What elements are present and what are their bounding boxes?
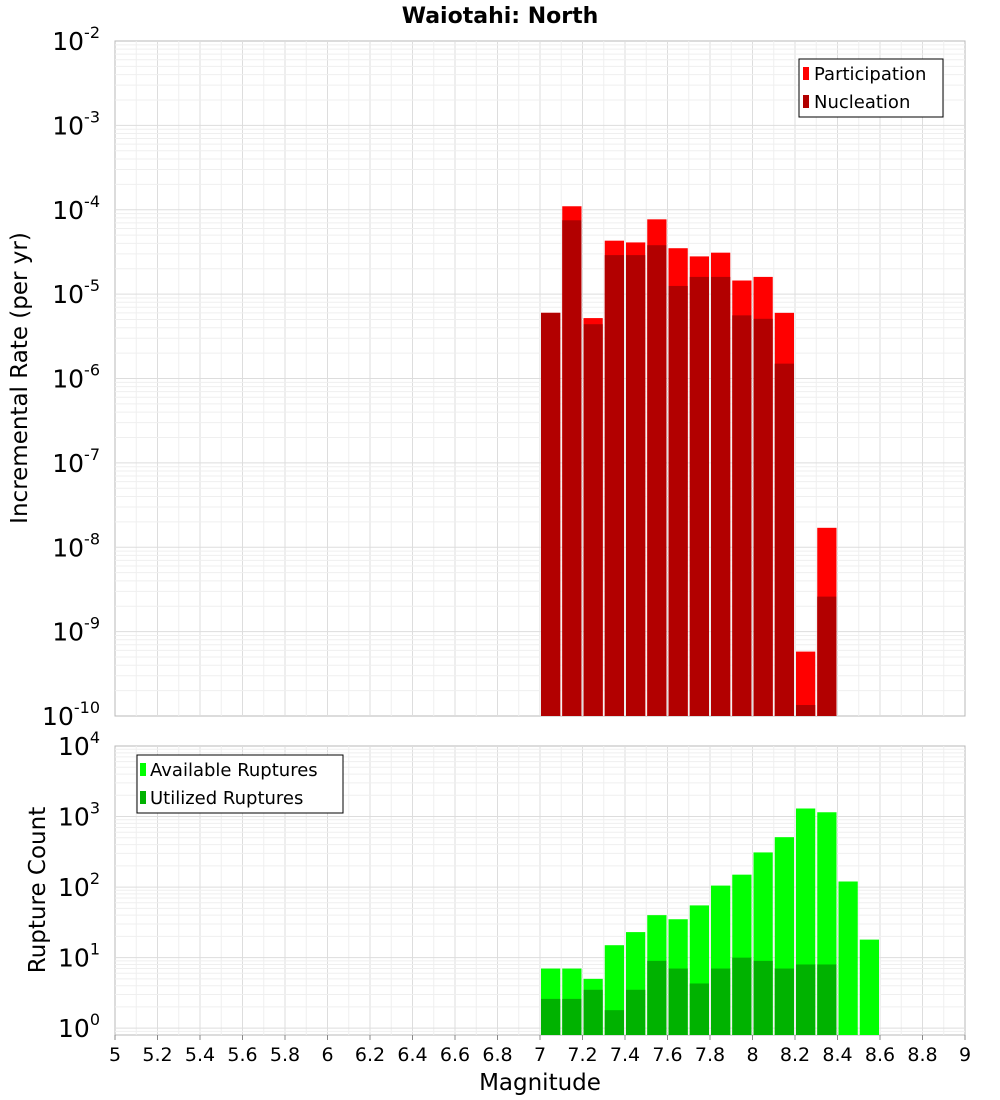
x-tick-label: 7.6 (652, 1044, 682, 1066)
rate-legend: Participation Nucleation (798, 58, 944, 118)
x-tick-label: 6.8 (482, 1044, 512, 1066)
x-tick-label: 6.2 (355, 1044, 385, 1066)
rate-y-tick-label: 10-5 (52, 276, 100, 309)
x-tick-label: 7.8 (695, 1044, 725, 1066)
legend-label-participation: Participation (814, 64, 926, 85)
x-tick-label: 9 (959, 1044, 971, 1066)
rate-y-tick-label: 10-10 (42, 698, 100, 731)
x-tick-label: 5.4 (185, 1044, 215, 1066)
x-tick-label: 5.6 (227, 1044, 257, 1066)
nucleation-bar (796, 705, 816, 716)
nucleation-bar (732, 315, 752, 716)
rate-gridlines (115, 41, 965, 716)
x-tick-label: 6 (321, 1044, 333, 1066)
nucleation-bar (774, 363, 794, 716)
utilized-ruptures-bar (732, 957, 752, 1035)
rate-panel: 10-10 10-9 10-8 10-7 10-6 10-5 10-4 10-3 10-2 In… (7, 23, 966, 731)
count-y-axis-label: Rupture Count (25, 807, 51, 973)
x-tick-label: 5 (109, 1044, 121, 1066)
x-tick-label: 8 (746, 1044, 758, 1066)
x-tick-label: 6.6 (440, 1044, 470, 1066)
x-tick-label: 7 (534, 1044, 546, 1066)
rate-y-tick-label: 10-4 (52, 192, 100, 225)
x-tick-label: 7.2 (567, 1044, 597, 1066)
count-legend: Available Ruptures Utilized Ruptures (136, 754, 344, 814)
x-axis-label: Magnitude (479, 1070, 601, 1096)
rate-y-tick-label: 10-3 (52, 107, 100, 140)
legend-swatch-nucleation (803, 95, 809, 108)
utilized-ruptures-bar (774, 968, 794, 1035)
utilized-ruptures-bar (753, 960, 773, 1035)
available-ruptures-bar (859, 939, 879, 1035)
rate-y-tick-label: 10-2 (52, 23, 100, 56)
nucleation-bar (689, 276, 709, 716)
nucleation-bar (817, 596, 837, 716)
x-tick-label: 5.2 (142, 1044, 172, 1066)
x-tick-label: 6.4 (397, 1044, 427, 1066)
x-tick-label: 8.8 (907, 1044, 937, 1066)
nucleation-bar (753, 318, 773, 716)
count-y-ticks: 100 101 102 103 104 (58, 728, 100, 1043)
nucleation-bar (668, 285, 688, 716)
count-y-tick-label: 100 (58, 1010, 100, 1043)
utilized-ruptures-bar (689, 983, 709, 1035)
rate-legend-box (798, 58, 944, 118)
x-tick-label: 7.4 (610, 1044, 640, 1066)
legend-swatch-available (140, 763, 146, 776)
utilized-ruptures-bar (647, 960, 667, 1035)
utilized-ruptures-bar (604, 1010, 624, 1035)
utilized-ruptures-bar (796, 964, 816, 1035)
magnitude-x-ticks: 5 5.2 5.4 5.6 5.8 6 6.2 6.4 6.6 6.8 7 7.2 7.4 7.6 7.8 8… (109, 1035, 971, 1066)
nucleation-bar (711, 276, 731, 716)
legend-label-utilized: Utilized Ruptures (150, 788, 303, 809)
rate-y-tick-label: 10-9 (52, 614, 100, 647)
x-tick-label: 8.4 (822, 1044, 852, 1066)
chart-title: Waiotahi: North (402, 4, 599, 29)
count-panel: 100 101 102 103 104 5 5.2 5.4 5.6 5.8 6 6.2 6.4 6.6 6… (25, 728, 971, 1096)
x-tick-label: 8.2 (780, 1044, 810, 1066)
legend-swatch-participation (803, 67, 809, 80)
nucleation-bar (583, 324, 603, 716)
count-y-tick-label: 104 (58, 728, 100, 761)
rate-y-tick-label: 10-6 (52, 361, 100, 394)
participation-bar (796, 651, 816, 716)
count-y-tick-label: 103 (58, 799, 100, 832)
rate-y-tick-label: 10-8 (52, 529, 100, 562)
available-ruptures-bar (838, 881, 858, 1035)
utilized-ruptures-bar (626, 989, 646, 1035)
rate-y-ticks: 10-10 10-9 10-8 10-7 10-6 10-5 10-4 10-3 10-2 (42, 23, 100, 731)
rate-y-tick-label: 10-7 (52, 445, 100, 478)
rate-y-axis-label: Incremental Rate (per yr) (7, 232, 33, 524)
nucleation-bar (604, 255, 624, 716)
nucleation-bar (562, 220, 582, 717)
utilized-ruptures-bar (668, 968, 688, 1035)
legend-label-nucleation: Nucleation (814, 92, 910, 113)
nucleation-bar (626, 255, 646, 716)
utilized-ruptures-bar (583, 989, 603, 1035)
count-y-tick-label: 101 (58, 940, 100, 973)
utilized-ruptures-bar (562, 998, 582, 1035)
legend-swatch-utilized (140, 791, 146, 804)
legend-label-available: Available Ruptures (150, 760, 318, 781)
count-legend-box (136, 754, 344, 814)
count-bars (541, 808, 879, 1035)
count-y-tick-label: 102 (58, 869, 100, 902)
utilized-ruptures-bar (711, 968, 731, 1035)
utilized-ruptures-bar (817, 964, 837, 1035)
x-tick-label: 5.8 (270, 1044, 300, 1066)
nucleation-bar (541, 312, 561, 716)
utilized-ruptures-bar (541, 998, 561, 1035)
rate-bars (541, 206, 837, 717)
x-tick-label: 8.6 (865, 1044, 895, 1066)
nucleation-bar (647, 245, 667, 717)
